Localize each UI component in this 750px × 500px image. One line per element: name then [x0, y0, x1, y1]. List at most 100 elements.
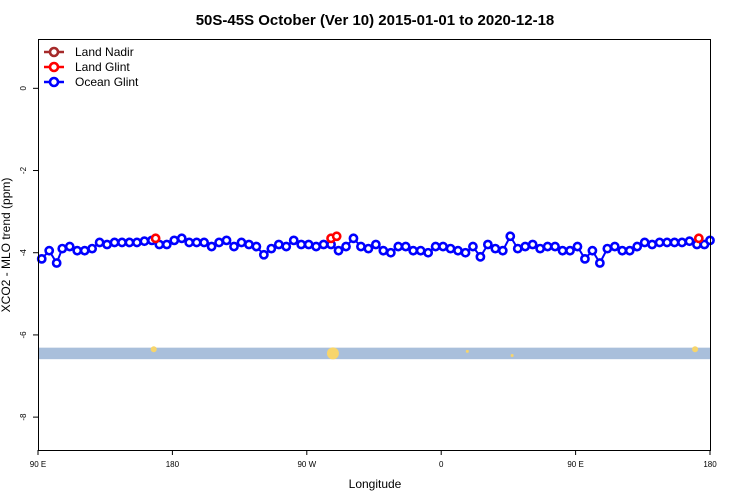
y-tick-label: -6: [19, 331, 28, 339]
band-marker: [150, 346, 157, 353]
x-tick-label: 0: [439, 460, 444, 469]
ocean-glint-point: [266, 243, 277, 254]
ocean-glint-point: [468, 241, 478, 252]
ocean-glint-point: [430, 241, 441, 252]
ocean-glint-point: [132, 237, 142, 248]
ocean-glint-point: [191, 237, 202, 248]
ocean-glint-point: [400, 241, 411, 252]
ocean-glint-point: [557, 245, 568, 256]
y-axis-label: XCO2 - MLO trend (ppm): [0, 178, 13, 313]
ocean-glint-point: [221, 235, 232, 246]
ocean-glint-point: [580, 253, 590, 264]
ocean-glint-point: [214, 237, 224, 248]
ocean-glint-point: [639, 237, 650, 248]
land-glint-point: [693, 233, 704, 244]
ocean-glint-point: [415, 245, 426, 256]
ocean-glint-point: [318, 239, 329, 250]
ocean-glint-point: [124, 237, 135, 248]
ocean-glint-point: [475, 251, 486, 262]
legend-marker: [48, 76, 60, 88]
x-tick-label: 180: [166, 460, 180, 469]
data-layer: [36, 231, 715, 268]
ocean-glint-point: [497, 245, 508, 256]
land-glint-point: [331, 231, 342, 242]
ocean-glint-point: [632, 241, 643, 252]
ocean-glint-point: [161, 239, 172, 250]
ocean-glint-point: [594, 258, 605, 268]
latitude-band: [39, 346, 710, 360]
legend-marker: [48, 61, 60, 73]
ocean-glint-point: [341, 241, 351, 252]
ocean-glint-point: [393, 241, 404, 252]
ocean-glint-point: [348, 233, 359, 244]
ocean-glint-point: [669, 237, 680, 248]
y-tick-label: -2: [19, 166, 28, 174]
ocean-glint-point: [169, 235, 180, 246]
ocean-glint-point: [57, 243, 68, 254]
ocean-glint-point: [460, 247, 471, 258]
band-marker: [692, 346, 699, 353]
ocean-glint-point: [565, 245, 575, 256]
band-marker: [510, 353, 514, 357]
ocean-glint-point: [378, 245, 389, 256]
ocean-glint-point: [370, 239, 381, 250]
ocean-glint-point: [587, 245, 598, 256]
ocean-glint-point: [288, 235, 299, 246]
x-tick-label: 180: [703, 460, 717, 469]
ocean-glint-point: [44, 245, 55, 256]
legend-item-ocean-glint: Ocean Glint: [44, 75, 139, 89]
ocean-glint-point: [520, 241, 531, 252]
ocean-glint-point: [572, 241, 583, 252]
ocean-glint-point: [535, 243, 546, 254]
ocean-glint-point: [273, 239, 284, 250]
ocean-glint-point: [236, 237, 247, 248]
ocean-glint-point: [184, 237, 195, 248]
ocean-glint-point: [79, 245, 90, 256]
ocean-glint-point: [482, 239, 493, 250]
legend-item-land-glint: Land Glint: [44, 60, 130, 74]
legend-item-land-nadir: Land Nadir: [44, 45, 134, 59]
ocean-glint-point: [199, 237, 210, 248]
ocean-glint-point: [609, 241, 620, 252]
y-tick-label: 0: [19, 86, 28, 91]
ocean-glint-point: [617, 245, 628, 256]
ocean-glint-point: [117, 237, 127, 248]
ocean-glint-point: [102, 239, 112, 250]
ocean-glint-point: [684, 236, 695, 247]
ocean-glint-point: [408, 245, 419, 256]
ocean-glint-point: [602, 243, 613, 254]
x-tick-label: 90 E: [567, 460, 583, 469]
latitude-band-bar: [39, 347, 710, 360]
ocean-glint-point: [438, 241, 448, 252]
ocean-glint-point: [36, 253, 47, 264]
ocean-glint-point: [206, 241, 217, 252]
chart-title: 50S-45S October (Ver 10) 2015-01-01 to 2…: [196, 12, 555, 29]
ocean-glint-point: [303, 239, 314, 250]
ocean-glint-point: [453, 245, 463, 256]
y-tick-label: -8: [19, 413, 28, 421]
ocean-glint-point: [624, 245, 635, 256]
ocean-glint-point: [229, 241, 239, 252]
ocean-glint-point: [647, 239, 658, 250]
land-glint-series: [150, 231, 704, 244]
legend-label: Land Glint: [75, 60, 130, 74]
ocean-glint-point: [176, 233, 187, 244]
ocean-glint-point: [94, 237, 105, 248]
ocean-glint-point: [527, 239, 538, 250]
ocean-glint-point: [542, 241, 553, 252]
ocean-glint-point: [677, 237, 687, 248]
ocean-glint-point: [296, 239, 307, 250]
ocean-glint-point: [109, 237, 120, 248]
legend-label: Land Nadir: [75, 45, 134, 59]
x-axis: 90 E 180 90 W 0 90 E 180: [30, 450, 717, 469]
ocean-glint-point: [72, 245, 83, 256]
ocean-glint-point: [333, 245, 344, 256]
ocean-glint-point: [550, 241, 560, 252]
band-marker: [465, 349, 469, 353]
land-glint-point: [150, 233, 161, 244]
x-axis-label: Longitude: [349, 477, 402, 491]
y-axis: 0 -2 -4 -6 -8: [19, 86, 38, 421]
plot-frame: [38, 39, 711, 451]
